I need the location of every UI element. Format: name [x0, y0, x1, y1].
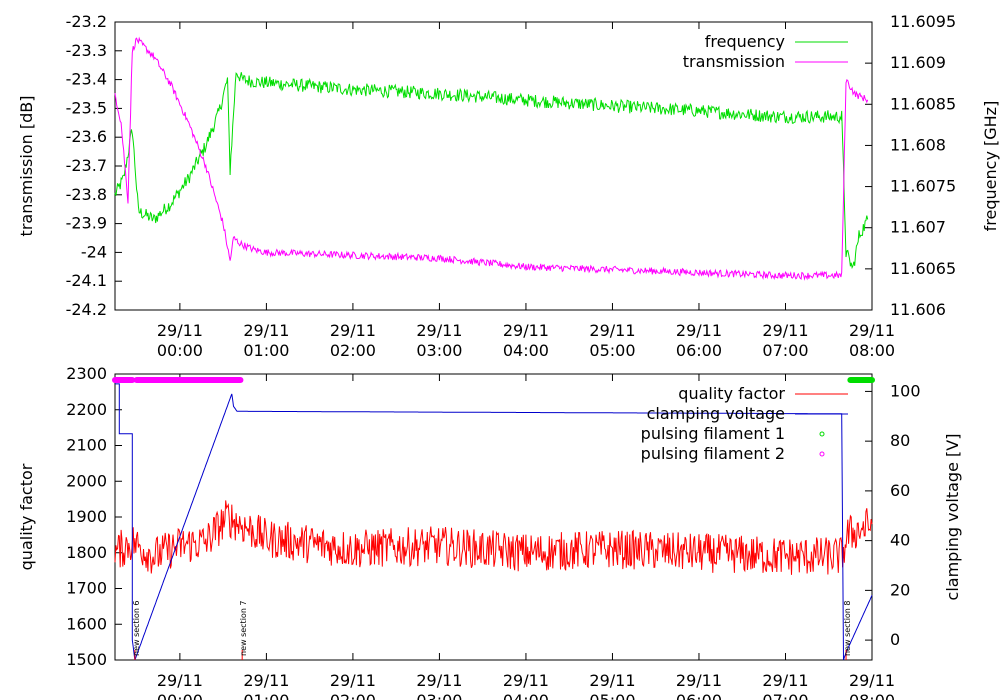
- right-tick-label: 0: [890, 630, 900, 649]
- x-tick-time: 07:00: [762, 341, 808, 360]
- left-tick-label: -24.1: [66, 271, 107, 290]
- x-tick-date: 29/11: [416, 671, 462, 690]
- series-quality-factor-line: [114, 500, 873, 575]
- left-tick-label: 1900: [66, 507, 107, 526]
- x-tick-time: 04:00: [503, 341, 549, 360]
- right-tick-label: 80: [890, 431, 910, 450]
- x-tick-time: 01:00: [243, 691, 289, 700]
- y-axis-right-label: frequency [GHz]: [981, 101, 1000, 232]
- legend-label-clamping-voltage: clamping voltage: [647, 404, 785, 423]
- x-tick-time: 01:00: [243, 341, 289, 360]
- right-tick-label: 11.6065: [890, 259, 956, 278]
- legend-label-pulsing-filament-1: pulsing filament 1: [641, 424, 785, 443]
- left-tick-label: -23.2: [66, 12, 107, 31]
- x-tick-time: 07:00: [762, 691, 808, 700]
- right-tick-label: 11.606: [890, 300, 946, 319]
- legend-label-pulsing-filament-2: pulsing filament 2: [641, 444, 785, 463]
- x-tick-time: 05:00: [589, 341, 635, 360]
- x-tick-date: 29/11: [762, 671, 808, 690]
- x-tick-time: 08:00: [849, 341, 895, 360]
- x-tick-time: 05:00: [589, 691, 635, 700]
- left-tick-label: -24: [81, 242, 107, 261]
- x-tick-time: 00:00: [157, 691, 203, 700]
- section-annotation: new section 6: [132, 600, 141, 656]
- left-tick-label: -23.3: [66, 41, 107, 60]
- right-tick-label: 100: [890, 381, 921, 400]
- left-tick-label: 2200: [66, 400, 107, 419]
- x-tick-date: 29/11: [589, 321, 635, 340]
- x-tick-date: 29/11: [330, 321, 376, 340]
- left-tick-label: 2100: [66, 436, 107, 455]
- right-tick-label: 11.609: [890, 53, 946, 72]
- x-tick-date: 29/11: [503, 321, 549, 340]
- x-tick-time: 03:00: [416, 691, 462, 700]
- x-tick-time: 06:00: [676, 341, 722, 360]
- x-tick-time: 04:00: [503, 691, 549, 700]
- x-tick-date: 29/11: [243, 321, 289, 340]
- x-tick-time: 06:00: [676, 691, 722, 700]
- section-annotation: new section 7: [239, 600, 248, 656]
- right-tick-label: 11.6085: [890, 94, 956, 113]
- left-tick-label: -23.5: [66, 98, 107, 117]
- left-tick-label: 1800: [66, 543, 107, 562]
- y-axis-right-label: clamping voltage [V]: [943, 434, 962, 601]
- legend-label-transmission: transmission: [683, 52, 785, 71]
- left-tick-label: 1500: [66, 650, 107, 669]
- x-tick-date: 29/11: [243, 671, 289, 690]
- series-transmission-line: [114, 36, 869, 281]
- x-tick-date: 29/11: [503, 671, 549, 690]
- right-tick-label: 60: [890, 481, 910, 500]
- x-tick-date: 29/11: [762, 321, 808, 340]
- x-tick-date: 29/11: [589, 671, 635, 690]
- legend-marker-pulsing-filament-1: [819, 431, 825, 437]
- left-tick-label: -24.2: [66, 300, 107, 319]
- right-tick-label: 11.6095: [890, 12, 956, 31]
- y-axis-left-label: transmission [dB]: [17, 96, 36, 237]
- x-tick-time: 02:00: [330, 691, 376, 700]
- left-tick-label: 1700: [66, 579, 107, 598]
- left-tick-label: -23.7: [66, 156, 107, 175]
- series-frequency-line: [114, 72, 869, 270]
- left-tick-label: -23.9: [66, 214, 107, 233]
- right-tick-label: 11.608: [890, 135, 946, 154]
- left-tick-label: 2000: [66, 471, 107, 490]
- x-tick-date: 29/11: [157, 321, 203, 340]
- y-axis-left-label: quality factor: [17, 463, 36, 570]
- left-tick-label: -23.8: [66, 185, 107, 204]
- legend-label-quality-factor: quality factor: [678, 384, 785, 403]
- right-tick-label: 11.607: [890, 218, 946, 237]
- legend-marker-pulsing-filament-2: [819, 451, 825, 457]
- x-tick-time: 00:00: [157, 341, 203, 360]
- x-tick-date: 29/11: [416, 321, 462, 340]
- x-tick-date: 29/11: [849, 671, 895, 690]
- right-tick-label: 20: [890, 580, 910, 599]
- x-tick-time: 08:00: [849, 691, 895, 700]
- series-clamping-voltage-line: [115, 383, 873, 661]
- x-tick-date: 29/11: [849, 321, 895, 340]
- right-tick-label: 40: [890, 531, 910, 550]
- left-tick-label: -23.6: [66, 127, 107, 146]
- x-tick-date: 29/11: [676, 671, 722, 690]
- section-annotation: new section 8: [843, 600, 852, 656]
- x-tick-date: 29/11: [676, 321, 722, 340]
- x-tick-time: 02:00: [330, 341, 376, 360]
- x-tick-date: 29/11: [330, 671, 376, 690]
- x-tick-time: 03:00: [416, 341, 462, 360]
- legend-label-frequency: frequency: [705, 32, 785, 51]
- left-tick-label: 1600: [66, 614, 107, 633]
- left-tick-label: 2300: [66, 364, 107, 383]
- x-tick-date: 29/11: [157, 671, 203, 690]
- left-tick-label: -23.4: [66, 70, 107, 89]
- right-tick-label: 11.6075: [890, 177, 956, 196]
